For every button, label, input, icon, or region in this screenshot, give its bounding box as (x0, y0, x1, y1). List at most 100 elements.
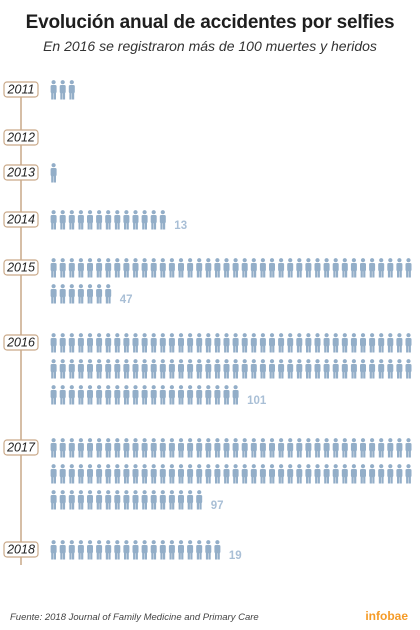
person-leg-left (215, 270, 218, 278)
person-icon (178, 333, 184, 353)
person-icon (396, 438, 403, 458)
person-head (142, 540, 147, 545)
person-head (106, 333, 111, 338)
person-head (160, 333, 165, 338)
person-leg-left (205, 450, 209, 458)
person-icon (223, 464, 230, 484)
person-leg-left (114, 450, 118, 458)
person-leg-left (60, 92, 63, 100)
person-icon (360, 464, 366, 484)
person-head (160, 385, 165, 390)
person-body (87, 390, 93, 399)
person-leg-right (53, 371, 56, 379)
person-leg-left (96, 371, 99, 379)
person-head (269, 258, 275, 263)
person-icon (223, 438, 230, 458)
person-head (251, 438, 256, 443)
person-head (242, 258, 247, 263)
person-icon (50, 284, 57, 304)
person-head (87, 385, 93, 390)
person-body (114, 338, 121, 347)
person-head (106, 385, 111, 390)
person-leg-right (117, 270, 120, 278)
person-icon (214, 464, 221, 484)
person-body (68, 215, 75, 224)
person-head (288, 438, 293, 443)
person-head (315, 359, 320, 364)
person-icon (168, 490, 175, 510)
person-body (141, 495, 148, 504)
person-icon (159, 438, 166, 458)
person-leg-left (342, 345, 345, 353)
year-label-box (3, 211, 39, 228)
person-leg-left (169, 450, 172, 458)
person-leg-right (144, 397, 147, 405)
person-icon (360, 359, 366, 379)
person-leg-right (363, 345, 366, 353)
person-icon (178, 490, 184, 510)
person-leg-left (105, 222, 108, 230)
person-head (297, 464, 302, 469)
person-body (123, 469, 130, 478)
person-icon (269, 464, 275, 484)
person-head (106, 464, 111, 469)
person-leg-left (78, 296, 81, 304)
person-head (124, 359, 129, 364)
person-leg-right (163, 450, 166, 458)
person-leg-left (169, 270, 172, 278)
person-icon (114, 359, 121, 379)
person-head (97, 438, 102, 443)
person-leg-right (363, 371, 366, 379)
person-icon (96, 359, 103, 379)
person-body (278, 338, 285, 347)
chart-title: Evolución anual de accidentes por selfie… (25, 12, 395, 33)
person-leg-left (60, 552, 63, 560)
person-leg-right (363, 476, 366, 484)
person-icon (105, 540, 112, 560)
person-leg-right (272, 270, 275, 278)
person-body (332, 263, 339, 272)
person-icon (205, 333, 212, 353)
person-leg-right (135, 476, 138, 484)
person-leg-right (254, 371, 257, 379)
person-head (370, 333, 375, 338)
person-body (77, 263, 84, 272)
person-leg-left (87, 270, 90, 278)
person-head (160, 438, 165, 443)
person-leg-right (326, 476, 329, 484)
person-leg-left (378, 270, 381, 278)
person-icon (159, 464, 166, 484)
person-leg-right (199, 450, 202, 458)
person-head (97, 258, 102, 263)
person-leg-left (51, 476, 54, 484)
person-leg-left (315, 371, 318, 379)
person-icon (269, 258, 275, 278)
person-head (351, 438, 356, 443)
person-icon (196, 258, 203, 278)
person-leg-right (226, 270, 229, 278)
person-leg-left (151, 552, 154, 560)
person-head (370, 438, 375, 443)
person-leg-right (153, 502, 157, 510)
person-icon (96, 284, 103, 304)
person-leg-left (387, 371, 391, 379)
person-head (60, 540, 65, 545)
person-body (50, 289, 57, 298)
person-body (405, 443, 412, 452)
person-body (77, 469, 84, 478)
person-icon (350, 258, 357, 278)
person-icon (369, 359, 376, 379)
person-icon (205, 464, 212, 484)
person-head (206, 258, 211, 263)
person-body (96, 215, 103, 224)
person-head (133, 464, 138, 469)
person-leg-left (205, 371, 209, 379)
person-leg-right (62, 345, 66, 353)
person-leg-right (235, 270, 238, 278)
person-icon (77, 464, 84, 484)
person-leg-left (224, 345, 227, 353)
person-icon (59, 385, 66, 405)
person-leg-right (272, 371, 275, 379)
person-leg-left (360, 476, 363, 484)
person-leg-left (87, 552, 90, 560)
